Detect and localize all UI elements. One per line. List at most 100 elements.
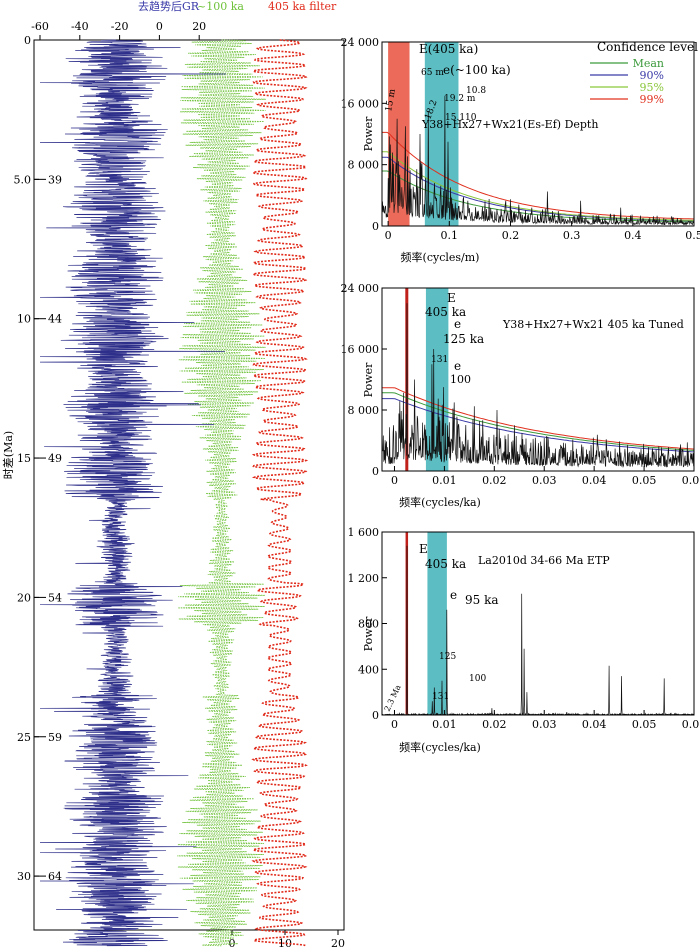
x-tick-label: 0 xyxy=(391,718,398,731)
time-tick-label: 15 xyxy=(17,452,31,465)
etp-spectrum-panel: 0 0.01 0.02 0.03 0.04 0.05 0.06 0 400 800 1 200 1 6… xyxy=(348,526,700,754)
band xyxy=(424,42,459,226)
x-tick-label: 0.1 xyxy=(441,229,459,242)
p3-ann-e: e xyxy=(450,588,457,602)
top-tick-label: -20 xyxy=(111,20,129,33)
x-tick-label: 0.04 xyxy=(582,718,607,731)
p2-ann-125: 125 ka xyxy=(443,332,484,346)
y-tick-label: 16 000 xyxy=(341,97,380,110)
p3-ann-405: 405 ka xyxy=(425,557,466,571)
p2-ann-e2: e xyxy=(454,359,461,373)
p2-ann-131: 131 xyxy=(431,355,448,365)
p1-ann-151: 15.1 xyxy=(445,113,465,123)
legend-label: 90% xyxy=(640,69,664,82)
plot-frame xyxy=(381,41,695,227)
curve-100ka xyxy=(177,39,266,947)
legend-405ka: 405 ka filter xyxy=(268,0,337,13)
x-tick-label: 0.2 xyxy=(502,229,520,242)
y-tick-label: 8 000 xyxy=(348,159,380,172)
p3-ann-100: 100 xyxy=(469,674,486,684)
plot-frame xyxy=(381,287,695,472)
left-frame xyxy=(33,39,345,931)
bottom-tick-label: 10 xyxy=(278,937,292,949)
x-tick-label: 0.04 xyxy=(582,474,607,487)
p2-ann-100: 100 xyxy=(450,373,471,386)
time-tick-label: 25 xyxy=(17,731,31,744)
p3-xlabel: 频率(cycles/ka) xyxy=(399,740,481,754)
legend-label: Mean xyxy=(633,57,664,70)
p1-legend-title: Confidence level xyxy=(597,40,698,54)
p1-axes: 0 0.1 0.2 0.3 0.4 0.5 0 8 000 16 000 24 000 xyxy=(341,36,700,242)
time-tick-label: 20 xyxy=(17,591,31,604)
x-tick-label: 0.01 xyxy=(432,718,457,731)
time-tick-label: 10 xyxy=(17,313,31,326)
p1-ann-65m: 65 m xyxy=(421,68,444,78)
p3-ylabel: Power xyxy=(362,616,375,652)
confidence-curve xyxy=(382,151,694,221)
y-tick-label: 400 xyxy=(358,663,379,676)
p2-axes: 0 0.01 0.02 0.03 0.04 0.05 0.06 0 8 000 16 000 24 … xyxy=(341,282,700,487)
top-tick-label: 0 xyxy=(156,20,163,33)
y-tick-label: 0 xyxy=(372,220,379,233)
x-tick-label: 0.06 xyxy=(682,718,700,731)
p2-ann-405: 405 ka xyxy=(425,305,466,319)
tuned-spectrum-panel: 0 0.01 0.02 0.03 0.04 0.05 0.06 0 8 000 16 000 24 … xyxy=(341,282,700,509)
age-tick-label: 44 xyxy=(48,313,62,326)
top-tick-label: -40 xyxy=(71,20,89,33)
y-tick-label: 0 xyxy=(372,465,379,478)
x-tick-label: 0.02 xyxy=(482,718,507,731)
confidence-curve xyxy=(382,156,694,222)
p1-band-e-label: E(405 ka) xyxy=(419,42,478,56)
curve-405-line xyxy=(250,39,309,947)
p2-title: Y38+Hx27+Wx21 405 ka Tuned xyxy=(502,318,684,331)
legend-label: 99% xyxy=(640,93,664,106)
y-tick-label: 24 000 xyxy=(341,36,380,49)
x-tick-label: 0 xyxy=(385,229,392,242)
p1-ann-15m: 15 m xyxy=(384,88,398,113)
p3-ann-95: 95 ka xyxy=(465,593,499,607)
p2-xlabel: 频率(cycles/ka) xyxy=(399,495,481,509)
curve-gr-line xyxy=(39,39,226,947)
age-tick-label: 49 xyxy=(48,452,62,465)
top-tick-label: 20 xyxy=(192,20,206,33)
p2-ann-E: E xyxy=(447,291,456,305)
curve-100-line xyxy=(177,39,266,947)
legend-label: 95% xyxy=(640,81,664,94)
p3-title: La2010d 34-66 Ma ETP xyxy=(478,554,610,567)
p3-ann-E: E xyxy=(419,542,428,556)
x-tick-label: 0.4 xyxy=(624,229,642,242)
p2-spectrum xyxy=(381,303,695,469)
age-tick-label: 64 xyxy=(48,870,62,883)
age-tick-label: 59 xyxy=(48,731,62,744)
legend-gr: 去趋势后GR xyxy=(138,0,200,13)
x-tick-label: 0.5 xyxy=(685,229,700,242)
x-tick-label: 0.3 xyxy=(563,229,581,242)
left-panel: 去趋势后GR ~100 ka 405 ka filter -60 -40 -20 0 2… xyxy=(1,0,345,949)
time-tick-label: 0 xyxy=(24,34,31,47)
p2-ylabel: Power xyxy=(362,362,375,398)
x-tick-label: 0.03 xyxy=(532,474,557,487)
spectrum-line xyxy=(381,303,695,469)
x-tick-label: 0.05 xyxy=(632,718,657,731)
p2-ann-e1: e xyxy=(454,317,461,331)
spectrum-line xyxy=(381,95,695,226)
age-tick-label: 39 xyxy=(48,173,62,186)
depth-spectrum-panel: 0 0.1 0.2 0.3 0.4 0.5 0 8 000 16 000 24 000 Y38+H… xyxy=(341,36,700,264)
p3-axes: 0 0.01 0.02 0.03 0.04 0.05 0.06 0 400 800 1 200 1 6… xyxy=(348,526,700,731)
left-top-axis: -60 -40 -20 0 20 xyxy=(31,20,206,40)
time-tick-label: 5.0 xyxy=(14,173,32,186)
curve-405ka xyxy=(250,39,309,947)
p3-ann-23ma: 2.3 Ma xyxy=(383,683,403,713)
p1-ann-10: 10 xyxy=(465,113,477,123)
legend-100ka: ~100 ka xyxy=(197,0,244,13)
x-tick-label: 0.01 xyxy=(432,474,457,487)
age-tick-label: 54 xyxy=(48,591,62,604)
y-tick-label: 8 000 xyxy=(348,404,380,417)
p1-title: Y38+Hx27+Wx21(Es-Ef) Depth xyxy=(421,118,598,131)
y-tick-label: 16 000 xyxy=(341,343,380,356)
x-tick-label: 0.06 xyxy=(682,474,700,487)
p1-xlabel: 频率(cycles/m) xyxy=(401,250,480,264)
x-tick-label: 0 xyxy=(391,474,398,487)
